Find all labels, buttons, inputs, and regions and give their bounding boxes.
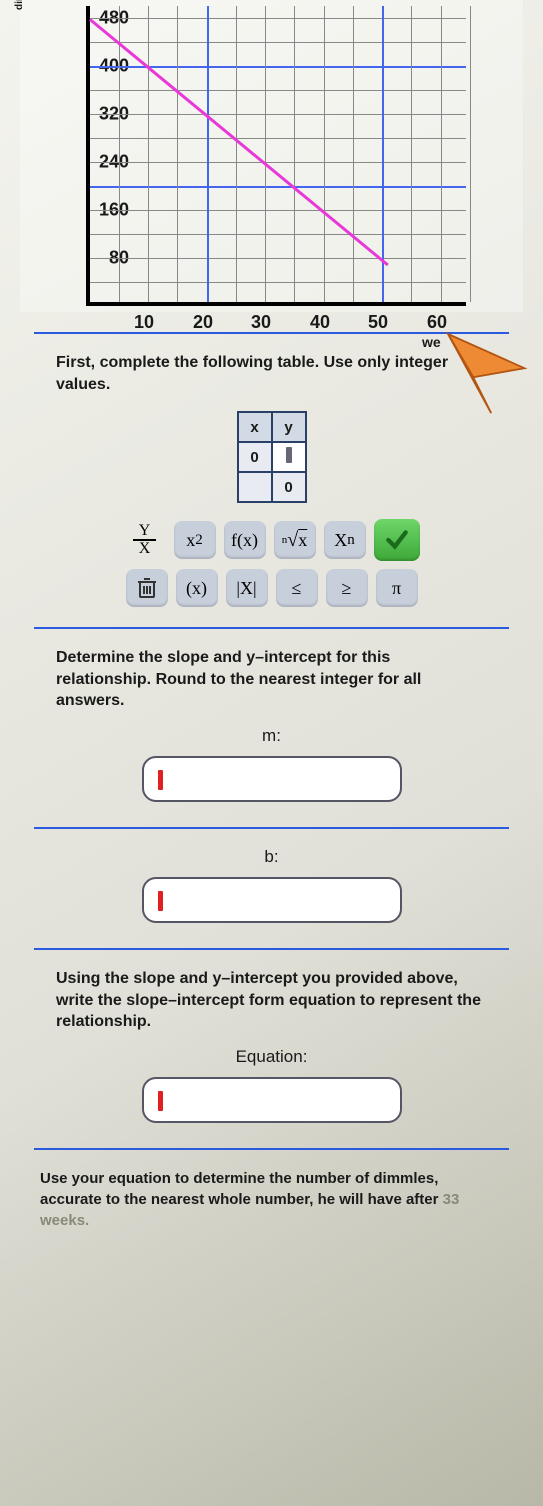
label-equation: Equation:	[0, 1047, 543, 1067]
tool-ge[interactable]: ≥	[326, 569, 368, 607]
instruction-slope: Determine the slope and y–intercept for …	[0, 647, 543, 712]
tool-delete[interactable]	[126, 569, 168, 607]
cell-r1c2[interactable]	[272, 442, 306, 472]
xtick-30: 30	[251, 312, 271, 333]
tool-fx[interactable]: f(x)	[224, 521, 266, 559]
chart-plot	[86, 6, 466, 306]
th-x: x	[238, 412, 272, 442]
xtick-20: 20	[193, 312, 213, 333]
input-equation[interactable]	[142, 1077, 402, 1123]
separator	[34, 827, 509, 829]
xtick-50: 50	[368, 312, 388, 333]
separator	[34, 1148, 509, 1150]
tool-le[interactable]: ≤	[276, 569, 318, 607]
xtick-10: 10	[134, 312, 154, 333]
separator	[34, 627, 509, 629]
input-b[interactable]	[142, 877, 402, 923]
submit-check-button[interactable]	[374, 519, 420, 561]
tool-parens[interactable]: (x)	[176, 569, 218, 607]
tool-pi[interactable]: π	[376, 569, 418, 607]
chart-container: dimmles 480 400 320 240 160 80	[20, 0, 523, 312]
label-b: b:	[0, 847, 543, 867]
instruction-equation: Using the slope and y–intercept you prov…	[0, 968, 543, 1033]
cell-r1c1[interactable]: 0	[238, 442, 272, 472]
tool-fraction[interactable]: Y X	[124, 521, 166, 559]
label-m: m:	[0, 726, 543, 746]
input-m[interactable]	[142, 756, 402, 802]
tool-nth-root[interactable]: n√x	[274, 521, 316, 559]
tool-x-squared[interactable]: x2	[174, 521, 216, 559]
y-axis-label: dimmles	[14, 0, 25, 10]
cursor-arrow-icon	[439, 325, 529, 415]
chart-line	[89, 18, 389, 266]
tool-x-sub-n[interactable]: Xn	[324, 521, 366, 559]
separator	[34, 948, 509, 950]
xtick-40: 40	[310, 312, 330, 333]
tool-row-1: Y X x2 f(x) n√x Xn	[0, 519, 543, 561]
xy-table: x y 0 0	[237, 411, 307, 503]
trash-icon	[137, 577, 157, 599]
instruction-final: Use your equation to determine the numbe…	[0, 1168, 543, 1231]
tool-abs[interactable]: |X|	[226, 569, 268, 607]
th-y: y	[272, 412, 306, 442]
cell-r2c1[interactable]	[238, 472, 272, 502]
cell-r2c2[interactable]: 0	[272, 472, 306, 502]
tool-row-2: (x) |X| ≤ ≥ π	[0, 569, 543, 607]
